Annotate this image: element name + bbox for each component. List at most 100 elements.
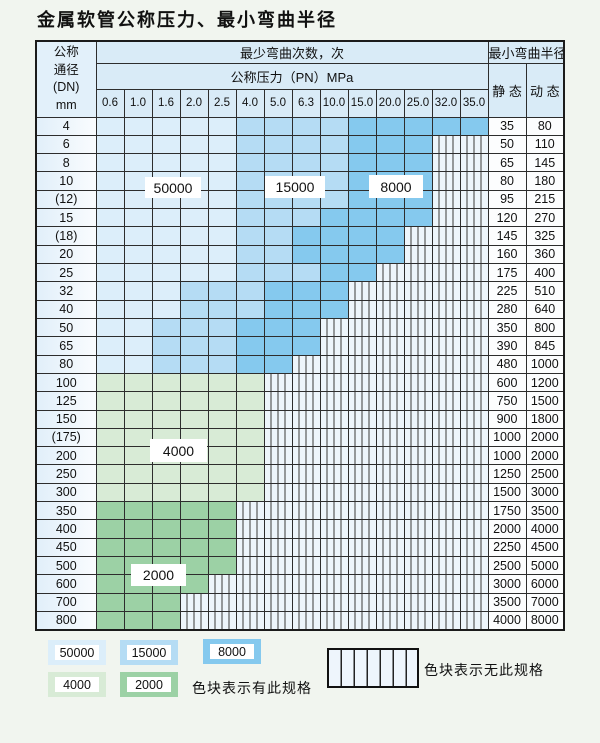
no-spec-cell — [459, 482, 489, 503]
dynamic-cell: 2000 — [525, 446, 565, 466]
dn-cell: 700 — [35, 592, 97, 612]
table-row: 100 600 1200 — [35, 372, 565, 393]
no-spec-cell — [431, 336, 461, 356]
no-spec-cell — [459, 189, 489, 210]
dn-cell: 450 — [35, 537, 97, 558]
spec-cell — [347, 208, 377, 228]
no-spec-cell — [375, 482, 405, 503]
table-row: (175) 1000 2000 — [35, 427, 565, 448]
no-spec-cell — [347, 299, 377, 319]
spec-cell — [179, 226, 209, 246]
spec-cell — [123, 336, 153, 356]
no-spec-cell — [375, 281, 405, 301]
no-spec-cell — [431, 208, 461, 228]
no-spec-cell — [375, 262, 405, 283]
spec-cell — [459, 116, 489, 136]
spec-cell — [207, 537, 237, 558]
spec-cell — [179, 116, 209, 136]
no-spec-cell — [431, 354, 461, 374]
no-spec-cell — [403, 555, 433, 576]
spec-cell — [431, 116, 461, 136]
no-spec-cell — [263, 501, 293, 521]
spec-cell — [207, 464, 237, 484]
no-spec-cell — [235, 555, 265, 576]
spec-cell — [179, 409, 209, 429]
dn-cell: 300 — [35, 482, 97, 503]
spec-cell — [95, 281, 125, 301]
no-spec-cell — [291, 537, 321, 558]
no-spec-cell — [403, 317, 433, 338]
no-spec-cell — [291, 574, 321, 594]
table-row: 200 1000 2000 — [35, 446, 565, 466]
spec-cell — [375, 226, 405, 246]
no-spec-cell — [179, 610, 209, 631]
spec-cell — [151, 244, 181, 265]
spec-cell — [235, 317, 265, 338]
static-cell: 750 — [487, 391, 527, 411]
no-spec-cell — [319, 482, 349, 503]
no-spec-cell — [235, 537, 265, 558]
spec-cell — [319, 281, 349, 301]
no-spec-cell — [263, 610, 293, 631]
no-spec-cell — [459, 464, 489, 484]
spec-cell — [235, 336, 265, 356]
legend-swatch-value: 2000 — [127, 677, 171, 692]
table-row: 400 2000 4000 — [35, 519, 565, 539]
spec-cell — [347, 226, 377, 246]
no-spec-cell — [319, 336, 349, 356]
no-spec-cell — [459, 519, 489, 539]
static-cell: 160 — [487, 244, 527, 265]
dn-cell: 10 — [35, 171, 97, 191]
spec-cell — [95, 427, 125, 448]
pressure-column-header: 25.0 — [403, 88, 433, 118]
pressure-column-header: 1.0 — [123, 88, 153, 118]
dn-cell: 80 — [35, 354, 97, 374]
spec-cell — [151, 262, 181, 283]
no-spec-cell — [403, 574, 433, 594]
spec-cell — [95, 336, 125, 356]
static-cell: 65 — [487, 153, 527, 173]
dn-cell: 800 — [35, 610, 97, 631]
no-spec-cell — [319, 354, 349, 374]
dn-cell: 20 — [35, 244, 97, 265]
spec-cell — [235, 134, 265, 155]
spec-cell — [375, 116, 405, 136]
page-title: 金属软管公称压力、最小弯曲半径 — [37, 10, 337, 31]
spec-cell — [207, 336, 237, 356]
dynamic-cell: 1000 — [525, 354, 565, 374]
dynamic-cell: 5000 — [525, 555, 565, 576]
no-spec-cell — [403, 226, 433, 246]
no-spec-cell — [375, 354, 405, 374]
spec-cell — [207, 354, 237, 374]
no-spec-cell — [459, 391, 489, 411]
spec-cell — [123, 317, 153, 338]
no-spec-cell — [403, 391, 433, 411]
pressure-column-header: 10.0 — [319, 88, 349, 118]
spec-cell — [123, 153, 153, 173]
spec-cell — [263, 336, 293, 356]
no-spec-cell — [431, 501, 461, 521]
no-spec-cell — [347, 592, 377, 612]
spec-cell — [207, 317, 237, 338]
no-spec-cell — [347, 482, 377, 503]
spec-cell — [207, 244, 237, 265]
no-spec-cell — [459, 555, 489, 576]
no-spec-cell — [263, 464, 293, 484]
spec-cell — [151, 501, 181, 521]
spec-cell — [375, 244, 405, 265]
no-spec-cell — [319, 409, 349, 429]
spec-cell — [207, 171, 237, 191]
spec-cell — [123, 409, 153, 429]
no-spec-cell — [347, 317, 377, 338]
table-row: 6 50 110 — [35, 134, 565, 155]
table-row: (18) 145 325 — [35, 226, 565, 246]
no-spec-cell — [347, 281, 377, 301]
spec-cell — [319, 171, 349, 191]
pressure-column-header: 2.0 — [179, 88, 209, 118]
spec-cell — [207, 226, 237, 246]
no-spec-cell — [319, 537, 349, 558]
no-spec-cell — [347, 354, 377, 374]
no-spec-cell — [375, 299, 405, 319]
no-spec-cell — [207, 592, 237, 612]
no-spec-cell — [319, 519, 349, 539]
